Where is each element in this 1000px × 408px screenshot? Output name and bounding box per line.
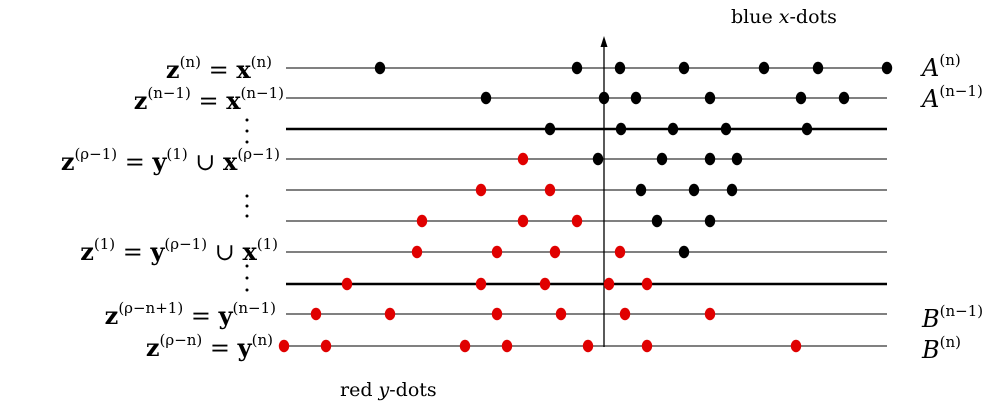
x-dot bbox=[731, 152, 743, 166]
x-dot bbox=[651, 214, 663, 228]
x-dot bbox=[688, 183, 700, 197]
y-dot bbox=[704, 307, 716, 321]
x-dot bbox=[881, 61, 893, 75]
right-label-row-2: A(n−1) bbox=[920, 82, 983, 113]
ellipsis-1 bbox=[245, 118, 249, 144]
ellipsis-3 bbox=[245, 264, 249, 292]
y-dot bbox=[582, 339, 594, 353]
y-dot bbox=[641, 339, 653, 353]
top-caption: blue x-dots bbox=[731, 6, 837, 28]
y-dot bbox=[278, 339, 290, 353]
y-dot bbox=[475, 183, 487, 197]
x-dot bbox=[720, 122, 732, 136]
x-dot bbox=[635, 183, 647, 197]
x-dot bbox=[795, 91, 807, 105]
x-dot bbox=[704, 214, 716, 228]
y-dot bbox=[320, 339, 332, 353]
ellipsis-2 bbox=[245, 194, 249, 218]
y-dot bbox=[544, 183, 556, 197]
label-row-1: z(n) = x(n) bbox=[166, 53, 272, 84]
y-dot bbox=[459, 339, 471, 353]
x-dot bbox=[614, 61, 626, 75]
label-row-2: z(n−1) = x(n−1) bbox=[134, 84, 284, 115]
right-label-row-9: B(n−1) bbox=[921, 302, 983, 333]
bottom-caption: red y-dots bbox=[340, 379, 437, 401]
y-dot bbox=[416, 214, 428, 228]
y-dot bbox=[641, 277, 653, 291]
y-dot bbox=[517, 152, 529, 166]
y-dot bbox=[501, 339, 513, 353]
y-dot bbox=[341, 277, 353, 291]
y-dot bbox=[310, 307, 322, 321]
right-labels: A(n) A(n−1) B(n−1) B(n) bbox=[920, 51, 983, 364]
x-dot bbox=[544, 122, 556, 136]
y-dot bbox=[619, 307, 631, 321]
y-dot bbox=[475, 277, 487, 291]
y-dot bbox=[614, 245, 626, 259]
y-dot bbox=[491, 245, 503, 259]
y-dot bbox=[555, 307, 567, 321]
x-dot bbox=[801, 122, 813, 136]
row-lines bbox=[286, 67, 887, 347]
x-dot bbox=[678, 245, 690, 259]
y-dot bbox=[571, 214, 583, 228]
label-row-7: z(1) = y(ρ−1) ∪ x(1) bbox=[80, 235, 278, 266]
x-dot bbox=[615, 122, 627, 136]
dots-layer bbox=[278, 61, 893, 353]
x-dot bbox=[598, 91, 610, 105]
x-dot bbox=[812, 61, 824, 75]
x-dot bbox=[704, 91, 716, 105]
x-dot bbox=[678, 61, 690, 75]
left-labels: z(n) = x(n) z(n−1) = x(n−1) z(ρ−1) = y(1… bbox=[61, 53, 284, 362]
y-dot bbox=[539, 277, 551, 291]
label-row-9: z(ρ−n+1) = y(n−1) bbox=[105, 299, 276, 330]
x-dot bbox=[656, 152, 668, 166]
x-dot bbox=[480, 91, 492, 105]
label-row-10: z(ρ−n) = y(n) bbox=[146, 331, 273, 362]
x-dot bbox=[758, 61, 770, 75]
x-dot bbox=[630, 91, 642, 105]
y-dot bbox=[603, 277, 615, 291]
x-dot bbox=[838, 91, 850, 105]
y-dot bbox=[549, 245, 561, 259]
x-dot bbox=[704, 152, 716, 166]
label-row-4: z(ρ−1) = y(1) ∪ x(ρ−1) bbox=[61, 145, 280, 176]
x-dot bbox=[667, 122, 679, 136]
x-dot bbox=[571, 61, 583, 75]
x-dot bbox=[592, 152, 604, 166]
x-dot bbox=[726, 183, 738, 197]
right-label-row-10: B(n) bbox=[921, 333, 961, 364]
axis-arrowhead bbox=[600, 36, 608, 47]
y-dot bbox=[491, 307, 503, 321]
x-dot bbox=[374, 61, 386, 75]
y-dot bbox=[790, 339, 802, 353]
y-dot bbox=[517, 214, 529, 228]
y-dot bbox=[411, 245, 423, 259]
y-dot bbox=[384, 307, 396, 321]
right-label-row-1: A(n) bbox=[920, 51, 961, 82]
